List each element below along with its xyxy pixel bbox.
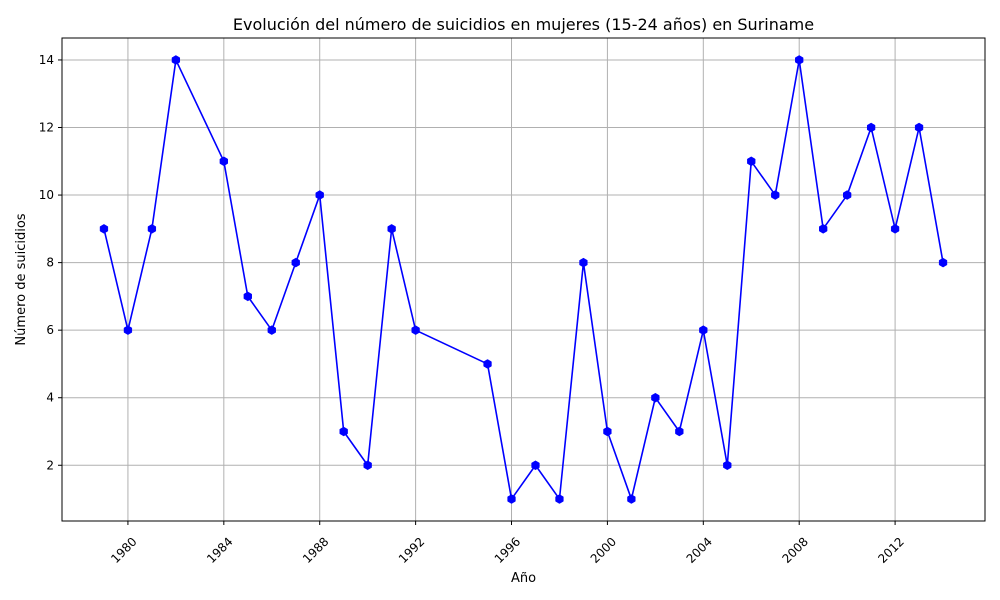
y-tick-label: 12: [39, 121, 54, 135]
data-point: [291, 257, 300, 268]
chart-title: Evolución del número de suicidios en muj…: [233, 15, 814, 34]
data-point: [938, 257, 948, 268]
data-point: [363, 460, 372, 471]
data-point: [555, 494, 564, 504]
data-point: [627, 494, 636, 504]
y-tick-label: 4: [46, 391, 54, 405]
data-point: [267, 325, 276, 335]
data-point: [411, 325, 420, 335]
data-point: [531, 460, 540, 471]
data-point: [123, 325, 133, 335]
data-point: [771, 190, 780, 200]
data-point: [387, 224, 396, 234]
y-tick-label: 6: [46, 323, 54, 337]
data-point: [339, 426, 348, 437]
data-point: [890, 224, 900, 234]
series-layer: [99, 55, 948, 504]
data-point: [651, 392, 660, 403]
data-point: [243, 291, 252, 302]
data-point: [483, 359, 492, 369]
plot-frame: [61, 37, 986, 522]
data-point: [219, 156, 228, 167]
y-tick-label: 8: [46, 256, 54, 270]
data-point: [819, 224, 828, 234]
x-axis-label: Año: [511, 571, 536, 586]
data-point: [507, 494, 516, 504]
data-point: [843, 190, 852, 200]
data-point: [99, 224, 109, 234]
data-point: [866, 122, 876, 133]
data-point: [147, 224, 157, 234]
data-point: [675, 426, 684, 437]
y-tick-label: 14: [39, 53, 54, 67]
y-axis-label: Número de suicidios: [14, 213, 29, 345]
data-point: [579, 257, 588, 268]
data-point: [795, 55, 804, 65]
grid: [62, 38, 985, 521]
data-point: [723, 460, 732, 471]
data-point: [747, 156, 756, 167]
y-tick-label: 2: [46, 458, 54, 472]
data-point: [699, 325, 708, 335]
data-point: [603, 426, 612, 437]
data-point: [315, 190, 324, 200]
y-tick-label: 10: [39, 188, 54, 202]
data-point: [914, 122, 924, 133]
data-point: [171, 55, 181, 65]
